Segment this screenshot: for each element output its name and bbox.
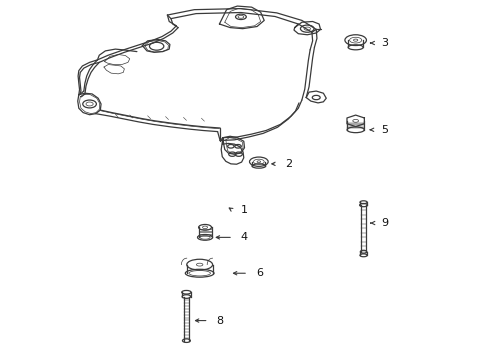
Text: 3: 3 — [381, 38, 387, 48]
Text: 1: 1 — [241, 206, 247, 216]
Text: 9: 9 — [381, 218, 388, 228]
Text: 5: 5 — [381, 125, 387, 135]
Text: 6: 6 — [256, 268, 263, 278]
Text: 4: 4 — [241, 232, 247, 242]
Text: 8: 8 — [216, 316, 223, 325]
Text: 2: 2 — [284, 159, 291, 169]
